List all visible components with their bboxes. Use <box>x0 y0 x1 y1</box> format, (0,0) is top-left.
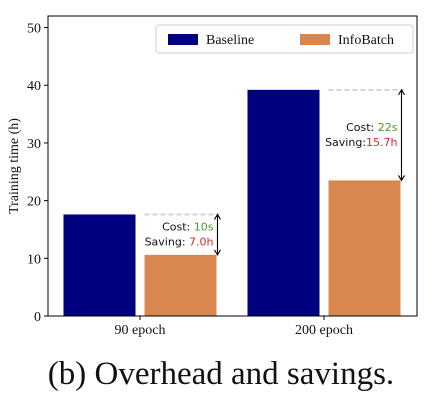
cost-annotation: Cost: 22s <box>346 121 398 134</box>
plot-frame <box>47 15 418 317</box>
legend-swatch-infobatch <box>300 34 330 45</box>
bar-baseline-1 <box>63 214 136 316</box>
saving-annotation: Saving: 7.0h <box>145 236 214 249</box>
legend-label-infobatch: InfoBatch <box>338 33 394 48</box>
y-axis-label: Training time (h) <box>7 118 22 214</box>
bars-layer <box>63 89 401 316</box>
legend-label-baseline: Baseline <box>206 33 254 48</box>
bar-infobatch-1 <box>144 254 217 316</box>
y-axis: 0 10 20 30 40 50 <box>27 22 48 325</box>
cost-annotation: Cost: 10s <box>162 221 214 234</box>
annotations-layer: Cost: 10s Saving: 7.0h Cost: 22s Saving:15.… <box>144 88 405 256</box>
arrow-head-down <box>398 175 405 182</box>
arrow-head-up <box>214 213 221 220</box>
legend: Baseline InfoBatch <box>155 24 414 54</box>
arrow-head-up <box>398 88 405 96</box>
legend-swatch-baseline <box>168 34 198 45</box>
saving-annotation: Saving:15.7h <box>325 136 397 149</box>
x-tick-label: 200 epoch <box>295 323 353 338</box>
bar-infobatch-2 <box>328 180 401 316</box>
y-tick-label: 40 <box>27 79 41 94</box>
y-tick-label: 10 <box>27 252 41 267</box>
y-tick-label: 0 <box>34 310 41 325</box>
y-tick-label: 30 <box>27 137 41 152</box>
bar-baseline-2 <box>247 89 320 316</box>
arrow-head-down <box>214 249 221 256</box>
bar-chart: Cost: 10s Saving: 7.0h Cost: 22s Saving:15.… <box>7 15 418 338</box>
y-tick-label: 50 <box>27 22 41 37</box>
figure-caption: (b) Overhead and savings. <box>47 356 395 392</box>
legend-box <box>155 24 414 54</box>
y-tick-label: 20 <box>27 195 41 210</box>
x-axis: 90 epoch 200 epoch <box>115 316 353 338</box>
x-tick-label: 90 epoch <box>115 323 166 338</box>
